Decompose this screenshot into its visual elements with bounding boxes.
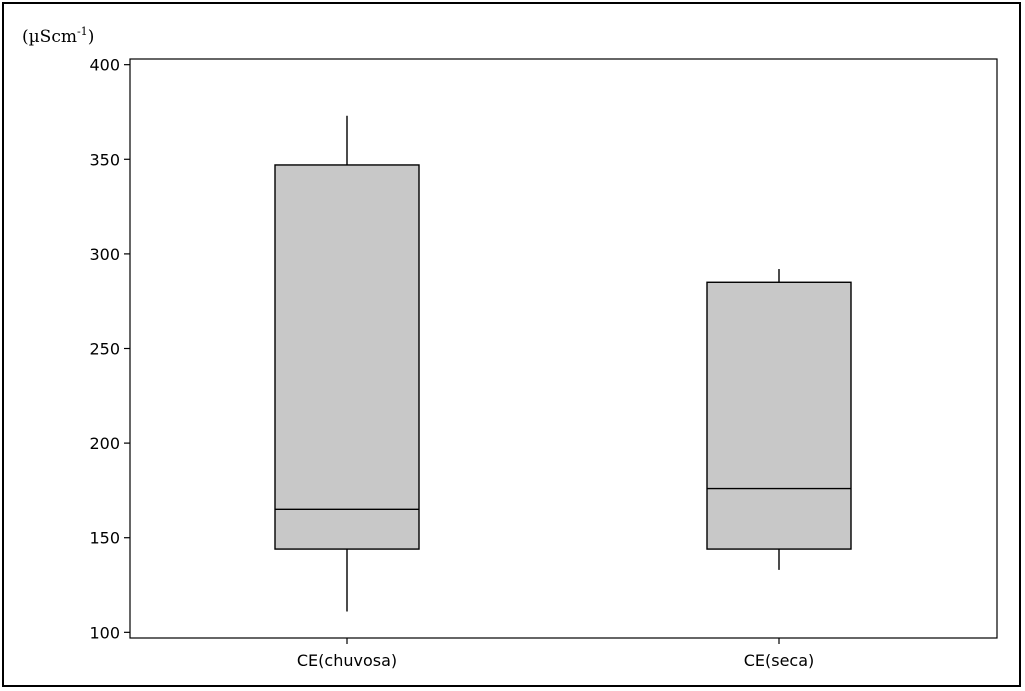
box-iqr: [274, 164, 420, 550]
y-unit-label-close: ): [88, 27, 95, 47]
plot-area: [129, 58, 998, 639]
y-tick-label: 400: [89, 56, 120, 75]
box-1: [274, 115, 420, 612]
y-tick-label: 350: [89, 150, 120, 169]
y-tick-label: 200: [89, 434, 120, 453]
box-iqr: [706, 281, 852, 550]
y-unit-label: (µScm-1): [22, 25, 94, 47]
box-2: [706, 269, 852, 570]
y-tick-label: 150: [89, 529, 120, 548]
y-tick-label: 300: [89, 245, 120, 264]
x-category-label: CE(seca): [744, 651, 815, 670]
x-axis: CE(chuvosa) CE(seca): [297, 638, 814, 670]
y-axis: 100 150 200 250 300 350 400: [89, 56, 130, 642]
y-tick-label: 250: [89, 340, 120, 359]
x-category-label: CE(chuvosa): [297, 651, 397, 670]
y-unit-label-superscript: -1: [77, 25, 88, 38]
y-tick-label: 100: [89, 623, 120, 642]
boxes-group: [274, 115, 852, 612]
y-unit-label-text: (µScm: [22, 27, 77, 47]
